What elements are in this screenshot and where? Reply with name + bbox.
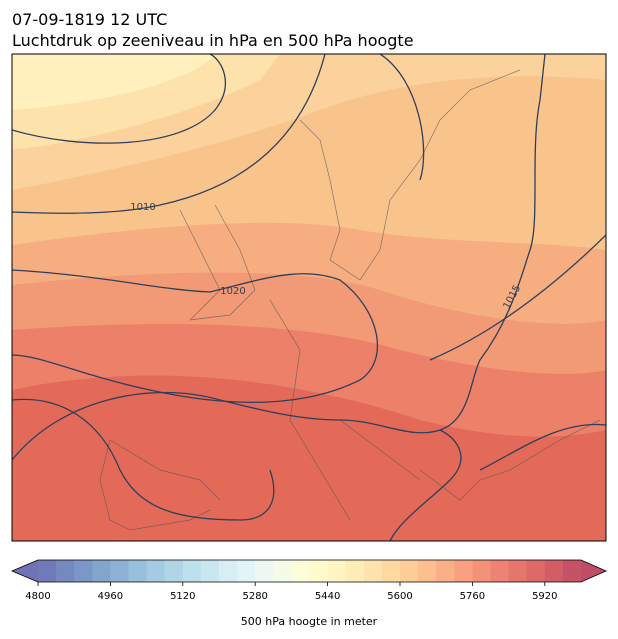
colorbar-tick-label: 5120 [170, 591, 195, 602]
colorbar-label: 500 hPa hoogte in meter [241, 615, 378, 628]
colorbar-segment [472, 560, 491, 582]
colorbar-segment [56, 560, 75, 582]
map-frame [11, 53, 607, 542]
colorbar-segment [38, 560, 57, 582]
colorbar-tick-label: 4960 [98, 591, 123, 602]
colorbar-segment [345, 560, 365, 582]
colorbar-segment [273, 560, 292, 582]
colorbar-tick-label: 5600 [387, 591, 412, 602]
colorbar-segment [110, 560, 129, 582]
colorbar-segment [436, 560, 455, 582]
colorbar-segment [400, 560, 419, 582]
colorbar-segment [363, 560, 383, 582]
colorbar-segment [526, 560, 546, 582]
colorbar-tick-label: 4800 [25, 591, 50, 602]
colorbar-segment [74, 560, 93, 582]
colorbar-segment [381, 560, 401, 582]
colorbar-segment [146, 560, 166, 582]
colorbar-tick-label: 5280 [242, 591, 267, 602]
subtitle: Luchtdruk op zeeniveau in hPa en 500 hPa… [12, 31, 414, 50]
isobar-label: 1020 [220, 286, 245, 297]
colorbar-segment [544, 560, 564, 582]
colorbar-segment [508, 560, 528, 582]
colorbar-segment [219, 560, 238, 582]
colorbar: 4800 4960 5120 5280 5440 5600 5760 5920 [10, 559, 607, 602]
colorbar-segment [237, 560, 256, 582]
colorbar-segment [182, 560, 202, 582]
colorbar-extend-high [581, 560, 606, 582]
colorbar-segment [92, 560, 111, 582]
colorbar-outline [10, 559, 607, 583]
colorbar-segment [291, 560, 310, 582]
colorbar-segment [490, 560, 510, 582]
colorbar-segment [562, 560, 582, 582]
colorbar-segment [200, 560, 220, 582]
colorbar-segment [164, 560, 184, 582]
colorbar-extend-low [12, 560, 38, 582]
colorbar-tick-label: 5440 [315, 591, 340, 602]
colorbar-segment [418, 560, 437, 582]
colorbar-segment [309, 560, 329, 582]
colorbar-tick-label: 5920 [532, 591, 557, 602]
isobar-label: 1010 [130, 202, 155, 213]
colorbar-segment [128, 560, 148, 582]
colorbar-segment [327, 560, 347, 582]
colorbar-segment [255, 560, 274, 582]
colorbar-segment [454, 560, 473, 582]
title: 07-09-1819 12 UTC [12, 10, 167, 29]
colorbar-tick-label: 5760 [460, 591, 485, 602]
